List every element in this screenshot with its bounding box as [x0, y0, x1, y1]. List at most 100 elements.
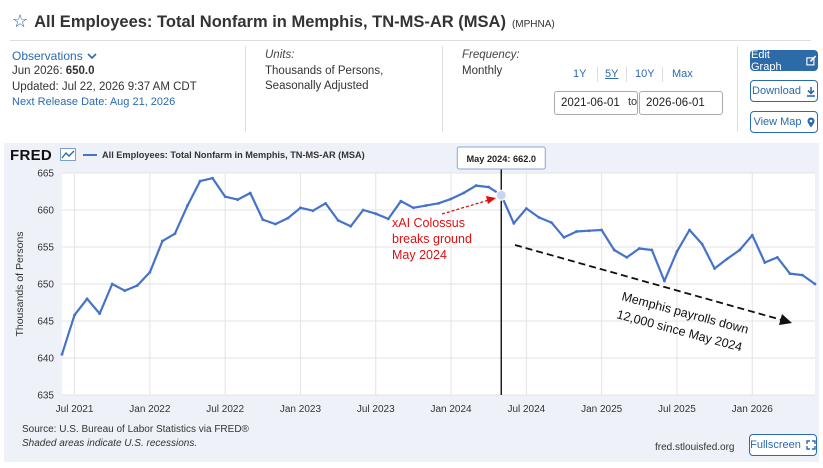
fullscreen-label: Fullscreen: [750, 439, 801, 451]
data-point: [462, 191, 465, 195]
data-point: [135, 284, 139, 287]
data-point: [424, 204, 428, 207]
data-point: [449, 197, 453, 201]
divider: [626, 67, 627, 82]
y-tick-label: 660: [37, 206, 54, 217]
edit-icon: [806, 55, 817, 66]
data-point: [612, 248, 616, 252]
to-label: to: [628, 96, 638, 108]
range-5y[interactable]: 5Y: [605, 68, 619, 80]
view-map-label: View Map: [753, 116, 802, 128]
data-point: [98, 312, 102, 315]
tooltip-box: [456, 146, 546, 170]
source-note: Source: U.S. Bureau of Labor Statistics …: [22, 424, 249, 435]
title-row: ☆ All Employees: Total Nonfarm in Memphi…: [12, 12, 555, 32]
x-tick-label: Jul 2025: [658, 404, 696, 415]
legend-swatch: [83, 153, 97, 157]
data-point: [763, 261, 767, 264]
trend-arrow: [514, 244, 783, 321]
view-map-button[interactable]: View Map: [750, 111, 818, 133]
data-point: [550, 221, 553, 224]
trend-arrowhead: [779, 314, 792, 325]
fred-logo: FRED: [10, 147, 53, 164]
annotation-red-text: breaks ground: [392, 232, 472, 246]
data-point: [173, 232, 177, 236]
data-point: [725, 257, 729, 261]
data-point: [223, 195, 227, 199]
fullscreen-button[interactable]: Fullscreen: [749, 434, 817, 456]
star-icon[interactable]: ☆: [12, 11, 29, 31]
data-point: [575, 230, 578, 233]
data-point: [625, 255, 629, 259]
data-point: [788, 272, 792, 276]
frequency-label: Frequency:: [462, 49, 520, 61]
data-point: [600, 228, 604, 232]
data-point: [273, 222, 277, 226]
series-id: (MPHNA): [511, 19, 555, 30]
fred-graph-icon: [60, 148, 76, 161]
data-point: [386, 217, 390, 221]
y-tick-label: 650: [37, 280, 54, 291]
edit-graph-button[interactable]: Edit Graph: [750, 49, 818, 73]
data-point: [60, 352, 64, 356]
updated-text: Updated: Jul 22, 2026 9:37 AM CDT: [12, 81, 197, 93]
x-tick-label: Jul 2023: [357, 404, 395, 415]
y-tick-label: 665: [37, 169, 54, 180]
data-point: [299, 206, 302, 210]
chevron-down-icon: [87, 52, 97, 59]
data-point: [85, 297, 89, 301]
data-point: [286, 216, 290, 220]
recession-note: Shaded areas indicate U.S. recessions.: [22, 438, 198, 449]
range-1y[interactable]: 1Y: [573, 68, 587, 80]
x-tick-label: Jan 2024: [430, 404, 472, 415]
data-point: [524, 207, 528, 210]
y-tick-label: 655: [37, 243, 54, 254]
units-line2: Seasonally Adjusted: [265, 80, 369, 92]
range-10y[interactable]: 10Y: [635, 68, 655, 80]
x-tick-label: Jan 2022: [129, 404, 171, 415]
annotation-red-text: xAI Colossus: [392, 216, 465, 230]
download-icon: [806, 86, 815, 97]
data-point: [637, 247, 641, 250]
data-point: [311, 209, 315, 213]
divider: [245, 46, 246, 132]
latest-period: Jun 2026:: [12, 65, 63, 77]
units-line1: Thousands of Persons,: [265, 65, 384, 77]
data-point: [236, 198, 240, 202]
data-point: [537, 216, 541, 219]
divider: [597, 67, 598, 82]
observations-label: Observations: [12, 49, 83, 63]
data-point: [437, 201, 440, 205]
data-point: [813, 282, 817, 286]
x-tick-label: Jul 2021: [56, 404, 94, 415]
data-point: [775, 255, 779, 259]
observations-toggle[interactable]: Observations: [12, 49, 97, 63]
data-point: [186, 204, 189, 207]
x-tick-label: Jul 2022: [206, 404, 244, 415]
next-release-link[interactable]: Next Release Date: Aug 21, 2026: [12, 96, 176, 108]
data-point: [336, 218, 340, 222]
annotation-red-text: May 2024: [392, 248, 447, 262]
site-url[interactable]: fred.stlouisfed.org: [655, 442, 735, 453]
data-point: [248, 191, 252, 195]
data-point: [487, 185, 491, 189]
data-point: [700, 242, 704, 246]
legend: All Employees: Total Nonfarm in Memphis,…: [83, 150, 365, 160]
data-point: [148, 270, 152, 274]
divider: [442, 46, 443, 132]
annotation-red-arrow: [441, 199, 490, 215]
data-point: [161, 239, 164, 243]
data-point: [198, 179, 202, 183]
fullscreen-icon: [806, 440, 816, 450]
data-point: [688, 228, 691, 232]
end-date-input[interactable]: [639, 91, 723, 115]
download-label: Download: [752, 85, 801, 97]
download-button[interactable]: Download: [750, 80, 818, 102]
latest-observation: Jun 2026: 650.0: [12, 65, 95, 77]
annotation-red-arrowhead: [486, 196, 496, 204]
start-date-input[interactable]: [554, 91, 638, 115]
range-max[interactable]: Max: [672, 68, 693, 80]
x-tick-label: Jan 2026: [732, 404, 774, 415]
data-point: [399, 199, 403, 203]
